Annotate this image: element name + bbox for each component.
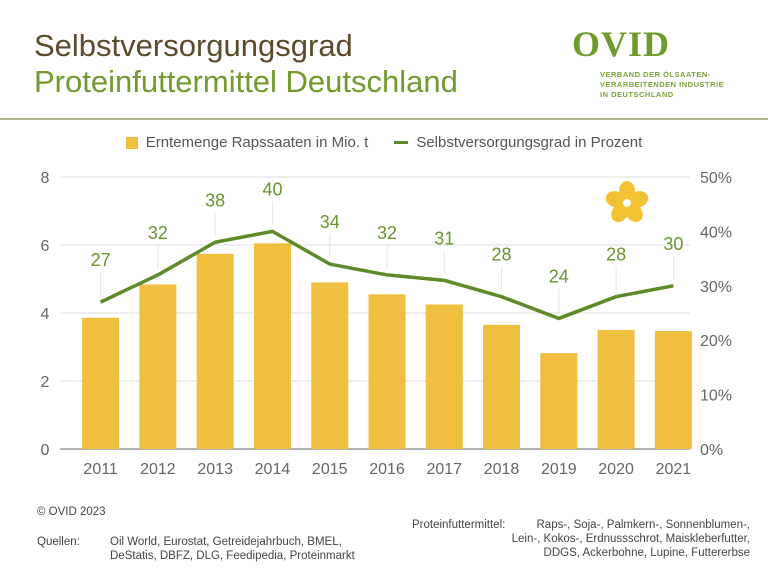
note-line: Raps-, Soja-, Palmkern-, Sonnenblumen-, — [536, 519, 751, 531]
petal — [605, 191, 626, 208]
petal — [611, 203, 629, 223]
y-right-tick-label: 40% — [700, 224, 732, 241]
x-tick-label: 2018 — [484, 461, 520, 478]
x-tick-label: 2015 — [312, 461, 348, 478]
sources-label: Quellen: — [37, 536, 80, 548]
legend-swatch-line — [394, 141, 409, 144]
y-left-tick-label: 4 — [41, 306, 50, 323]
y-left-tick-label: 2 — [41, 374, 50, 391]
data-label: 38 — [205, 190, 225, 210]
y-right-tick-label: 10% — [700, 388, 732, 405]
y-left-tick-label: 8 — [41, 170, 50, 187]
title-line-1: Selbstversorgungsgrad — [34, 28, 353, 63]
data-label: 30 — [663, 234, 683, 254]
header-divider — [0, 118, 768, 120]
legend: Erntemenge Rapssaaten in Mio. t Selbstve… — [0, 134, 768, 151]
logo-wordmark: OVID — [572, 24, 671, 64]
bar-2019 — [540, 353, 578, 449]
bar-2015 — [311, 282, 349, 449]
x-tick-label: 2021 — [656, 461, 692, 478]
x-tick-label: 2017 — [426, 461, 462, 478]
petal — [628, 191, 649, 208]
data-label: 32 — [377, 223, 397, 243]
bar-2017 — [425, 304, 463, 449]
ovid-logo: OVID VERBAND DER ÖLSAATEN- VERARBEITENDE… — [572, 24, 724, 99]
x-tick-label: 2020 — [598, 461, 634, 478]
bar-2012 — [139, 284, 177, 449]
legend-label: Selbstversorgungsgrad in Prozent — [416, 134, 643, 151]
sources: Oil World, Eurostat, Getreidejahrbuch, B… — [110, 535, 355, 563]
flower-center — [623, 199, 631, 207]
x-tick-label: 2012 — [140, 461, 176, 478]
bar-2014 — [253, 243, 291, 449]
y-right-tick-label: 0% — [700, 442, 723, 459]
bar-2021 — [654, 331, 692, 449]
x-tick-label: 2011 — [83, 461, 118, 478]
copyright: © OVID 2023 — [37, 506, 106, 518]
bar-2011 — [82, 317, 120, 449]
data-label: 34 — [320, 212, 340, 232]
petal — [625, 203, 643, 223]
data-label: 27 — [91, 250, 111, 270]
bar-2020 — [597, 330, 635, 449]
data-label: 31 — [434, 228, 454, 248]
line-series — [99, 229, 674, 321]
x-tick-label: 2014 — [255, 461, 291, 478]
y-right-tick-label: 20% — [700, 333, 732, 350]
data-label: 28 — [606, 245, 626, 265]
bar-2018 — [483, 324, 521, 449]
bar-2016 — [368, 294, 406, 449]
note-line: DDGS, Ackerbohne, Lupine, Futtererbse — [543, 547, 750, 559]
x-tick-label: 2013 — [197, 461, 233, 478]
note-line: Lein-, Kokos-, Erdnussschrot, Maiskleber… — [511, 533, 750, 545]
legend-swatch-bar — [125, 136, 138, 149]
sources-line: Oil World, Eurostat, Getreidejahrbuch, B… — [110, 536, 342, 548]
y-right-tick-label: 30% — [700, 279, 732, 296]
note-label: Proteinfuttermittel: — [412, 519, 506, 531]
y-left-tick-label: 6 — [41, 238, 50, 255]
y-right-tick-label: 50% — [700, 170, 732, 187]
y-left-tick-label: 0 — [41, 442, 50, 459]
logo-subtitle-line: IN DEUTSCHLAND — [600, 90, 674, 99]
data-label: 24 — [549, 266, 569, 286]
title-line-2: Proteinfuttermittel Deutschland — [34, 64, 458, 99]
data-label: 40 — [262, 179, 282, 199]
rapeseed-flower-icon — [605, 181, 649, 223]
sources-line: DeStatis, DBFZ, DLG, Feedipedia, Protein… — [110, 550, 355, 562]
legend-item-bars: Erntemenge Rapssaaten in Mio. t — [125, 134, 369, 151]
note: Raps-, Soja-, Palmkern-, Sonnenblumen-, … — [512, 518, 750, 560]
bar-2013 — [196, 253, 234, 449]
data-label: 28 — [492, 245, 512, 265]
logo-subtitle-line: VERARBEITENDEN INDUSTRIE — [600, 80, 725, 89]
x-tick-label: 2016 — [369, 461, 405, 478]
x-tick-label: 2019 — [541, 461, 577, 478]
logo-subtitle-line: VERBAND DER ÖLSAATEN- — [600, 70, 711, 79]
legend-item-line: Selbstversorgungsgrad in Prozent — [394, 134, 642, 151]
data-label: 32 — [148, 223, 168, 243]
logo-subtitle: VERBAND DER ÖLSAATEN- VERARBEITENDEN IND… — [600, 70, 724, 100]
legend-label: Erntemenge Rapssaaten in Mio. t — [145, 134, 369, 151]
